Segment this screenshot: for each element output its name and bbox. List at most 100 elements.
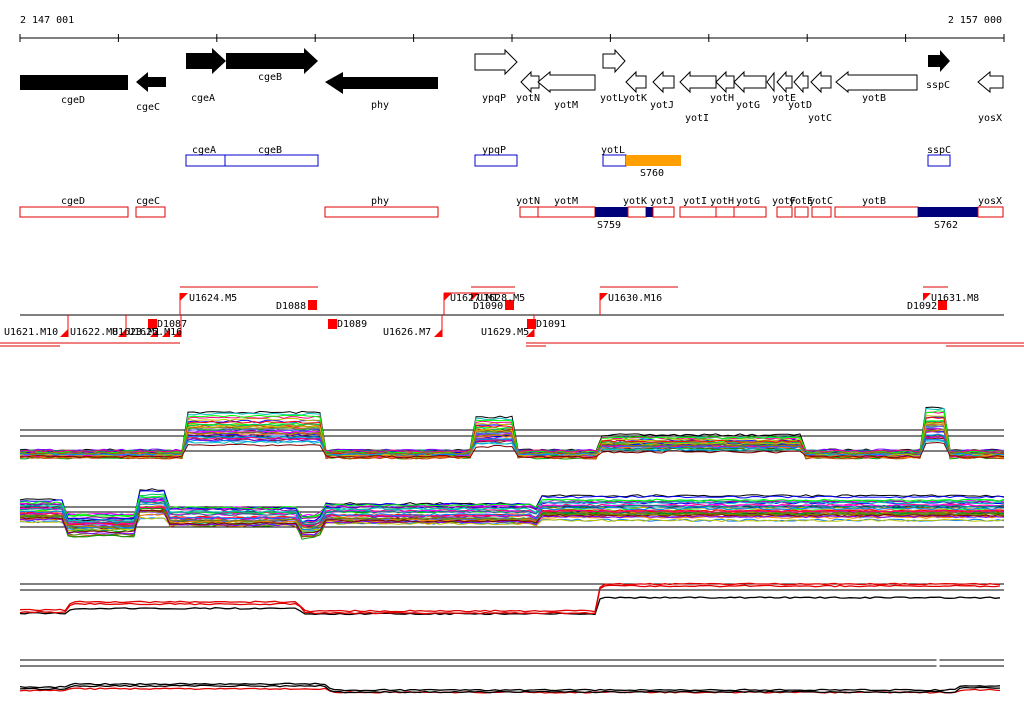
upstream-marker[interactable] xyxy=(600,293,608,301)
downstream-marker-D1087[interactable] xyxy=(148,319,157,329)
transcript-rev-yotC[interactable] xyxy=(811,206,832,218)
gene-arrow-yotK[interactable] xyxy=(625,70,647,94)
feature-label: U1625.M16 xyxy=(128,327,182,338)
gene-arrow-yotL[interactable] xyxy=(602,48,626,74)
summary-line xyxy=(19,596,1001,616)
upstream-marker[interactable] xyxy=(173,329,181,337)
transcript-rev-yotM[interactable] xyxy=(537,206,596,218)
upstream-marker[interactable] xyxy=(180,293,188,301)
gene-arrow-ypqP[interactable] xyxy=(474,48,518,76)
expression-line xyxy=(19,500,1005,526)
feature-label: D1089 xyxy=(337,319,367,330)
transcript-fwd-ypqP[interactable] xyxy=(474,154,518,167)
gene-arrow-cgeD[interactable] xyxy=(20,75,128,90)
downstream-marker-D1091[interactable] xyxy=(527,319,536,329)
upstream-marker[interactable] xyxy=(923,293,931,301)
gene-arrow-yotM[interactable] xyxy=(537,70,596,94)
gene-label-yotJ: yotJ xyxy=(650,100,674,111)
segment-S762[interactable] xyxy=(918,207,978,217)
transcript-rev-label: phy xyxy=(371,196,389,207)
transcript-fwd-sspC[interactable] xyxy=(927,154,951,167)
gene-label-cgeC: cgeC xyxy=(136,102,160,113)
downstream-marker-D1089[interactable] xyxy=(328,319,337,329)
downstream-marker-D1090[interactable] xyxy=(505,300,514,310)
transcript-fwd-yotL[interactable] xyxy=(602,154,627,167)
transcript-rev-cgeC[interactable] xyxy=(135,206,166,218)
transcript-rev-yotH[interactable] xyxy=(715,206,735,218)
gene-arrow-cgeC[interactable] xyxy=(136,72,166,92)
expression-lines-forward xyxy=(19,406,1005,460)
transcript-rev-label: yosX xyxy=(978,196,1002,207)
gene-label-yotN: yotN xyxy=(516,93,540,104)
upstream-marker[interactable] xyxy=(60,329,68,337)
upstream-marker[interactable] xyxy=(526,329,534,337)
segment-S759[interactable] xyxy=(595,207,628,217)
feature-label: D1091 xyxy=(536,319,566,330)
expression-panel-reverse xyxy=(19,488,1005,540)
gene-label-cgeB: cgeB xyxy=(258,72,282,83)
transcript-rev-yotN[interactable] xyxy=(519,206,539,218)
expression-line xyxy=(19,429,1005,455)
gene-arrow-yotI[interactable] xyxy=(679,70,717,94)
transcript-fwd-cgeB[interactable] xyxy=(224,154,319,167)
feature-label: U1631.M8 xyxy=(931,293,979,304)
feature-label: U1624.M5 xyxy=(189,293,237,304)
summary-panel-forward xyxy=(19,582,1004,616)
upstream-marker[interactable] xyxy=(444,293,452,301)
upstream-marker[interactable] xyxy=(471,293,479,301)
gene-label-yotL: yotL xyxy=(600,93,624,104)
transcript-fwd-cgeA[interactable] xyxy=(185,154,226,167)
gene-arrow-cgeA[interactable] xyxy=(186,48,226,74)
transcript-rev-yotI[interactable] xyxy=(679,206,717,218)
gene-label-sspC: sspC xyxy=(926,80,950,91)
gene-arrow-yotN[interactable] xyxy=(520,70,540,94)
gene-label-yosX: yosX xyxy=(978,113,1002,124)
gene-arrow-cgeB[interactable] xyxy=(226,48,318,74)
upstream-marker[interactable] xyxy=(162,329,170,337)
transcript-rev-yotE[interactable] xyxy=(794,206,809,218)
gene-arrow-yosX[interactable] xyxy=(977,70,1004,94)
gene-arrow-sspC[interactable] xyxy=(928,50,950,72)
reverse-transcript-track: cgeD cgeC phy yotN yotM yotK yotJ yotI y… xyxy=(19,196,1004,231)
transcript-rev-cgeD[interactable] xyxy=(19,206,129,218)
gene-label-phy: phy xyxy=(371,100,389,111)
gene-arrow-yotD[interactable] xyxy=(793,70,809,94)
transcript-rev-yotG[interactable] xyxy=(733,206,767,218)
gene-arrow-yotH[interactable] xyxy=(715,70,735,94)
upstream-marker[interactable] xyxy=(150,329,158,337)
gene-label-cgeA: cgeA xyxy=(191,93,215,104)
gene-arrow-yotE[interactable] xyxy=(776,70,793,94)
transcript-rev-label: yotB xyxy=(862,196,886,207)
downstream-marker-D1088[interactable] xyxy=(308,300,317,310)
feature-label: U1623.M1 xyxy=(112,327,160,338)
upstream-marker[interactable] xyxy=(434,329,442,337)
segment-S759b[interactable] xyxy=(646,207,653,217)
gene-arrow-yotC[interactable] xyxy=(810,70,832,94)
gene-arrow-yotB[interactable] xyxy=(835,70,918,94)
gene-label-yotK: yotK xyxy=(623,93,647,104)
gene-arrow-phy[interactable] xyxy=(325,72,438,94)
gene-label-yotG: yotG xyxy=(736,100,760,111)
transcript-rev-yotB[interactable] xyxy=(834,206,919,218)
summary-lines-reverse xyxy=(19,682,1001,694)
transcript-rev-yotJ[interactable] xyxy=(652,206,675,218)
summary-lines-forward xyxy=(19,582,1001,616)
transcript-rev-yotK[interactable] xyxy=(627,206,647,218)
transcript-rev-yotF[interactable] xyxy=(776,206,793,218)
transcript-rev-label: cgeD xyxy=(61,196,85,207)
transcript-rev-label: yotG xyxy=(736,196,760,207)
gene-arrow-yotG[interactable] xyxy=(733,70,767,94)
gene-arrow-yotJ[interactable] xyxy=(652,70,675,94)
gene-label-yotI: yotI xyxy=(685,113,709,124)
downstream-marker-D1092[interactable] xyxy=(938,300,947,310)
segment-S760[interactable] xyxy=(626,155,681,166)
transcript-fwd-label: cgeB xyxy=(258,145,282,156)
feature-label: U1627.M1 xyxy=(450,293,498,304)
summary-panel-reverse xyxy=(19,656,1004,694)
feature-label: D1087 xyxy=(157,319,187,330)
upstream-marker[interactable] xyxy=(118,329,126,337)
feature-label: U1626.M7 xyxy=(383,327,431,338)
gene-arrow-yotF[interactable] xyxy=(766,71,775,93)
transcript-rev-phy[interactable] xyxy=(324,206,439,218)
transcript-rev-yosX[interactable] xyxy=(977,206,1004,218)
